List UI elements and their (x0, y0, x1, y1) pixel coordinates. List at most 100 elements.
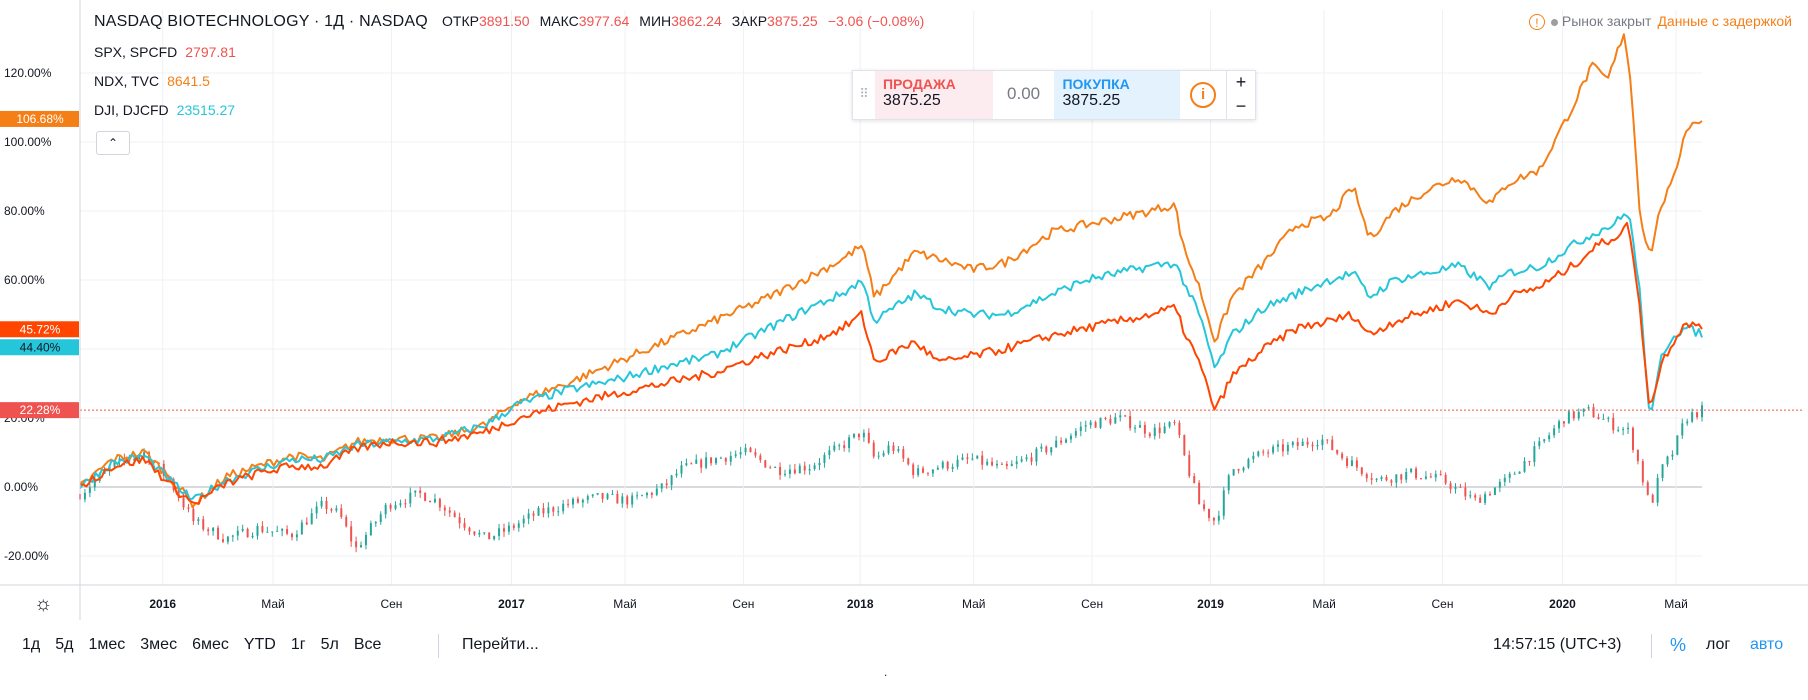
delayed-data-text[interactable]: Данные с задержкой (1657, 13, 1792, 29)
candle-body (877, 455, 880, 457)
candle-body (1257, 451, 1260, 456)
x-tick-label: Май (962, 597, 986, 611)
range-1y[interactable]: 1г (290, 636, 306, 653)
clock-timezone[interactable]: 14:57:15 (UTC+3) (1493, 636, 1622, 653)
candle-body (981, 455, 984, 465)
candle-body (182, 497, 185, 508)
trade-info-button[interactable]: i (1180, 71, 1226, 119)
range-1m[interactable]: 1мес (88, 636, 126, 653)
candle-body (1523, 460, 1526, 472)
candle-body (433, 498, 436, 503)
candle-body (305, 522, 308, 525)
candle-body (507, 525, 510, 532)
candle-body (424, 492, 427, 501)
candle-body (256, 526, 259, 536)
candle-body (912, 464, 915, 475)
candle-body (1262, 451, 1265, 453)
candle-body (793, 469, 796, 474)
candle-body (1316, 445, 1319, 447)
sell-button[interactable]: ПРОДАЖА 3875.25 (874, 71, 993, 119)
candle-body (1045, 446, 1048, 453)
plus-icon[interactable]: + (1235, 72, 1247, 92)
comparison-dji[interactable]: DJI, DJCFD 23515.27 (94, 102, 235, 118)
symbol-title[interactable]: NASDAQ BIOTECHNOLOGY · 1Д · NASDAQ (94, 13, 428, 30)
candle-body (1691, 412, 1694, 422)
minus-icon[interactable]: − (1235, 96, 1247, 116)
candle-body (1035, 448, 1038, 462)
auto-scale-toggle[interactable]: авто (1750, 636, 1784, 653)
candle-body (458, 517, 461, 524)
candle-body (1538, 441, 1541, 447)
x-tick-label: Сен (732, 597, 754, 611)
chart-canvas[interactable]: 120.00%100.00%80.00%60.00%40.00%20.00%0.… (0, 0, 1808, 620)
candle-body (1508, 473, 1511, 478)
candle-body (83, 492, 86, 500)
ohlc-value: 3977.64 (578, 13, 630, 29)
chart-legend: NASDAQ BIOTECHNOLOGY · 1Д · NASDAQ ОТКР3… (94, 12, 924, 31)
y-tick-label: 0.00% (4, 480, 38, 494)
candle-body (1582, 408, 1585, 412)
candle-body (1074, 431, 1077, 436)
collapse-legend-button[interactable]: ⌃ (96, 131, 130, 155)
candle-body (1636, 450, 1639, 462)
candle-body (221, 539, 224, 542)
ohlc-value: 3862.24 (671, 13, 722, 29)
candle-body (719, 457, 722, 459)
log-scale-toggle[interactable]: лог (1706, 636, 1731, 653)
candle-body (818, 462, 821, 466)
candle-body (488, 532, 491, 540)
y-tick-label: -20.00% (4, 549, 49, 563)
range-ytd[interactable]: YTD (243, 636, 276, 653)
drag-handle-icon[interactable]: ⠿ (859, 86, 869, 101)
range-1d[interactable]: 1д (22, 636, 41, 653)
range-6m[interactable]: 6мес (192, 636, 229, 653)
candle-body (1232, 469, 1235, 476)
buy-button[interactable]: ПОКУПКА 3875.25 (1054, 71, 1181, 119)
chart-root[interactable]: 120.00%100.00%80.00%60.00%40.00%20.00%0.… (0, 0, 1808, 620)
candle-body (1217, 515, 1220, 521)
percent-scale-toggle[interactable]: % (1670, 635, 1687, 655)
candle-body (1493, 487, 1496, 495)
candle-body (734, 454, 737, 456)
price-label-box (0, 339, 79, 356)
ohlc-value: 3891.50 (478, 13, 530, 29)
candle-body (1410, 468, 1413, 472)
candle-body (1158, 427, 1161, 433)
candle-body (1143, 425, 1146, 434)
candle-body (1060, 440, 1063, 443)
candle-body (1267, 452, 1270, 454)
candle-body (744, 447, 747, 453)
range-5d[interactable]: 5д (55, 636, 74, 653)
candle-body (1380, 477, 1383, 479)
candle-body (1686, 421, 1689, 424)
candle-body (1212, 517, 1215, 521)
candle-body (1627, 427, 1630, 430)
candle-body (133, 458, 136, 461)
candle-body (532, 513, 535, 516)
candle-body (389, 504, 392, 509)
candle-body (867, 432, 870, 443)
candle-body (1065, 439, 1068, 443)
candle-body (660, 483, 663, 489)
candle-body (1296, 442, 1299, 446)
candle-body (1656, 477, 1659, 503)
range-5y[interactable]: 5л (320, 636, 339, 653)
range-all[interactable]: Все (353, 636, 382, 653)
gear-icon[interactable]: ☼ (34, 593, 53, 615)
goto-date-button[interactable]: Перейти... (462, 636, 539, 653)
candle-body (1444, 474, 1447, 484)
candle-body (843, 445, 846, 449)
candle-body (1449, 483, 1452, 490)
candle-body (364, 535, 367, 546)
comparison-ndx[interactable]: NDX, TVC 8641.5 (94, 73, 210, 89)
candle-body (1503, 477, 1506, 482)
range-3m[interactable]: 3мес (140, 636, 178, 653)
candle-body (798, 465, 801, 474)
candle-body (591, 494, 594, 497)
candle-body (1676, 435, 1679, 455)
comparison-spx[interactable]: SPX, SPCFD 2797.81 (94, 44, 236, 60)
candle-body (606, 493, 609, 499)
candle-body (784, 473, 787, 475)
candle-body (1163, 426, 1166, 433)
warning-icon[interactable]: ! (1528, 14, 1545, 31)
